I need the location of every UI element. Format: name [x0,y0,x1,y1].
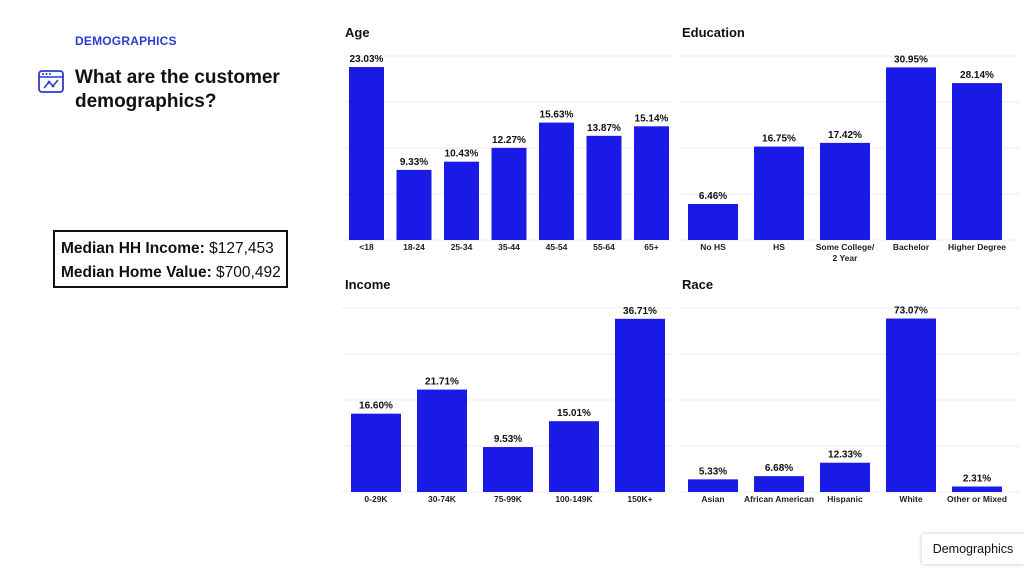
page-title: What are the customer demographics? [75,67,280,112]
data-label-age-5: 13.87% [587,123,621,134]
income-chart: 16.60% 0-29K 21.71% 30-74K 9.53% 75-99K 15.01%… [342,306,672,504]
data-label-race-0: 5.33% [699,466,727,477]
data-label-race-3: 73.07% [894,306,928,317]
tick-label-race-3: White [899,494,922,504]
bar-age-5 [586,135,622,240]
data-label-education-0: 6.46% [699,191,727,202]
bar-education-3 [886,67,936,241]
age-chart-title: Age [345,25,370,40]
median-income-row: Median HH Income: $127,453 [61,237,280,261]
data-label-age-1: 9.33% [400,157,428,168]
tick-label-education-1: HS [773,242,785,252]
median-home-value: $700,492 [216,264,281,281]
median-home-row: Median Home Value: $700,492 [61,261,281,285]
bar-education-4 [952,83,1002,241]
tick-label-race-4: Other or Mixed [947,494,1007,504]
data-label-income-3: 15.01% [557,408,591,419]
median-income-value: $127,453 [209,240,274,257]
tick-label-income-4: 150K+ [627,494,652,504]
data-label-education-4: 28.14% [960,70,994,81]
stats-box: Median HH Income: $127,453 Median Home V… [53,230,288,288]
data-label-education-1: 16.75% [762,134,796,145]
age-chart: 23.03% <18 9.33% 18-24 10.43% 25-34 12.27% 35-4… [342,54,672,252]
education-chart: 6.46% No HS 16.75% HS 17.42% Some College/2 Y… [680,54,1020,263]
tick-label-income-3: 100-149K [555,494,593,504]
bar-age-3 [491,147,527,240]
tick-label-age-6: 65+ [644,242,658,252]
demographics-tab[interactable]: Demographics [922,534,1024,564]
bar-education-0 [688,203,738,240]
bar-income-1 [417,389,467,492]
data-label-education-3: 30.95% [894,54,928,65]
tick-label-race-1: African American [744,494,814,504]
tick-label-age-5: 55-64 [593,242,615,252]
tick-label-age-2: 25-34 [451,242,473,252]
data-label-race-2: 12.33% [828,450,862,461]
bar-race-1 [754,476,804,492]
tick-label-education-0: No HS [700,242,726,252]
bar-income-4 [615,318,665,492]
data-label-age-6: 15.14% [635,113,669,124]
data-label-income-4: 36.71% [623,306,657,317]
data-label-age-0: 23.03% [350,54,384,65]
data-label-age-2: 10.43% [445,149,479,160]
bar-age-4 [539,122,574,240]
bar-income-3 [549,421,599,492]
data-label-age-3: 12.27% [492,135,526,146]
tick-label-age-0: <18 [359,242,374,252]
data-label-age-4: 15.63% [540,110,574,121]
tick-label-education-2: Some College/2 Year [816,242,875,263]
bar-race-2 [820,462,870,492]
tick-label-age-1: 18-24 [403,242,425,252]
browser-window-icon [38,70,64,93]
tick-label-education-3: Bachelor [893,242,930,252]
bar-age-0 [349,67,384,240]
bar-education-2 [820,142,870,240]
data-label-education-2: 17.42% [828,130,862,141]
bar-race-0 [688,479,738,492]
race-chart-title: Race [682,277,714,292]
bar-age-2 [444,161,479,240]
section-label: DEMOGRAPHICS [75,34,177,48]
bar-race-3 [886,318,936,492]
bar-education-1 [754,146,804,240]
data-label-income-0: 16.60% [359,401,393,412]
education-chart-title: Education [682,25,745,40]
tick-label-race-2: Hispanic [827,494,863,504]
tick-label-age-3: 35-44 [498,242,520,252]
tick-label-age-4: 45-54 [546,242,568,252]
bar-age-1 [396,169,432,240]
bar-race-4 [952,486,1002,492]
tick-label-income-2: 75-99K [494,494,523,504]
data-label-race-4: 2.31% [963,474,991,485]
bar-income-0 [351,413,401,492]
income-chart-title: Income [345,277,391,292]
data-label-income-2: 9.53% [494,434,522,445]
tick-label-income-0: 0-29K [364,494,388,504]
data-label-income-1: 21.71% [425,377,459,388]
median-income-label: Median HH Income: [61,240,205,257]
race-chart: 5.33% Asian 6.68% African American 12.33% His… [680,306,1020,504]
data-label-race-1: 6.68% [765,463,793,474]
bar-age-6 [634,126,669,240]
median-home-label: Median Home Value: [61,264,212,281]
tick-label-education-4: Higher Degree [948,242,1006,252]
bar-income-2 [483,447,533,492]
tick-label-race-0: Asian [701,494,724,504]
tick-label-income-1: 30-74K [428,494,457,504]
